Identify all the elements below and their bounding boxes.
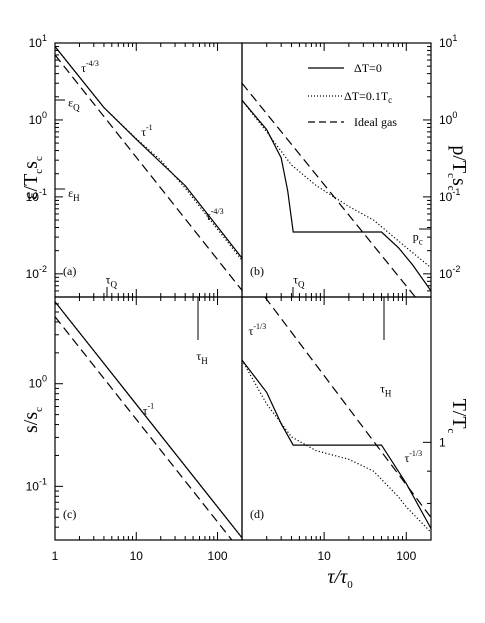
y-tick-label: 10-2 — [439, 264, 460, 281]
annotation: τH — [380, 381, 392, 398]
annotation: τ-4/3 — [81, 59, 99, 75]
series-dotted-line — [55, 301, 242, 539]
series-solid-line — [242, 359, 431, 529]
series-dotted-line — [242, 99, 431, 269]
panels-layer: 10110010-110-2τ-4/3τ-1τ-4/3εQεHτQ(a)1011… — [26, 33, 461, 563]
panel-c: 100 10-1 1 10 100 τH τ-1 (c) — [26, 296, 243, 563]
xlabel: τ/τ0 — [327, 566, 353, 591]
y-tick-label: 10-2 — [26, 264, 47, 281]
annotation: τ-1/3 — [404, 449, 422, 465]
x-tick-label: 100 — [208, 549, 228, 563]
legend-label-solid: ΔT=0 — [354, 61, 382, 75]
annotation: εH — [68, 186, 80, 203]
annotation: εQ — [68, 95, 80, 112]
ylabel-panel-b: p/Tcsc — [445, 145, 470, 190]
series-solid-line — [55, 46, 242, 259]
x-tick-label: 1 — [52, 549, 59, 563]
y-tick-label: 10-1 — [26, 476, 47, 493]
series-dotted-line — [55, 46, 242, 261]
panel-label: (d) — [250, 507, 264, 521]
y-tick-label: 100 — [29, 374, 47, 391]
panel-d: 1 10 100 τ-1/3 τH τ-1/3 (d) — [241, 296, 446, 563]
series-dashed-line — [55, 54, 242, 291]
panel-label: (b) — [250, 264, 264, 278]
y-tick-label: 100 — [29, 110, 47, 127]
x-tick-label: 10 — [317, 549, 331, 563]
annotation: τQ — [106, 272, 118, 289]
y-tick-label: 1 — [439, 435, 446, 449]
x-tick-label: 10 — [130, 549, 144, 563]
panel-a: 101 100 10-1 10-2 τ-4/3 τ-1 τ-4/3 εQ εH τQ (a) — [26, 33, 243, 298]
annotation: pc — [413, 230, 423, 247]
panel-label: (a) — [63, 264, 76, 278]
series-solid-line — [242, 99, 431, 292]
annotation: τH — [196, 349, 208, 366]
panel-b: 101 100 10-1 10-2 τQ pc (b) — [241, 33, 460, 298]
panel-label: (c) — [63, 507, 76, 521]
ylabel-panel-a: ε/Tcsc — [20, 156, 45, 200]
annotation: τ-1 — [141, 123, 153, 139]
legend-label-dashed: Ideal gas — [354, 115, 397, 129]
legend-label-dotted: ΔT=0.1Tc — [344, 89, 392, 105]
series-dashed-line — [264, 297, 431, 518]
y-tick-label: 10-1 — [26, 187, 47, 204]
y-tick-label: 10-1 — [439, 187, 460, 204]
y-tick-label: 101 — [29, 33, 47, 50]
annotation: τ-1/3 — [249, 322, 267, 338]
y-tick-label: 101 — [439, 33, 457, 50]
legend: ΔT=0 ΔT=0.1Tc Ideal gas — [308, 61, 397, 129]
x-tick-label: 100 — [396, 549, 416, 563]
ylabel-panel-c: s/sc — [20, 407, 45, 433]
panel-frame — [241, 42, 432, 298]
series-dashed-line — [55, 316, 233, 540]
panel-frame — [54, 296, 243, 541]
panel-frame — [241, 296, 432, 541]
annotation: τ-4/3 — [206, 207, 224, 223]
ylabel-panel-d: T/Tc — [445, 399, 470, 434]
series-dashed-line — [242, 82, 417, 297]
annotation: τQ — [293, 272, 305, 289]
series-dotted-line — [242, 359, 431, 533]
annotation: τ-1 — [143, 402, 155, 418]
y-tick-label: 100 — [439, 110, 457, 127]
